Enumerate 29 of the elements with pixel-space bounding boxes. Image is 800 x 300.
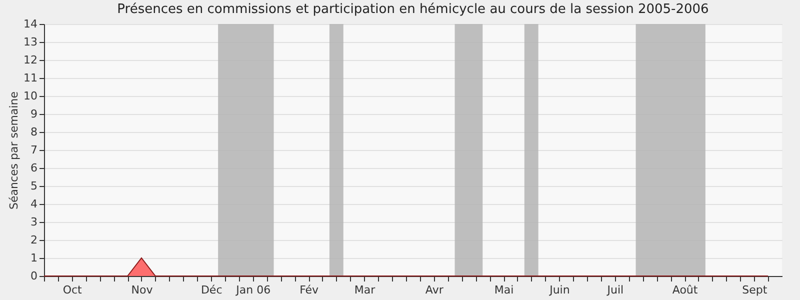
y-tick-label: 1 bbox=[30, 252, 38, 264]
y-tick-label: 9 bbox=[30, 108, 38, 120]
x-tick-label: Nov bbox=[131, 284, 154, 296]
y-tick-label: 7 bbox=[30, 144, 38, 156]
y-tick-label: 13 bbox=[24, 36, 38, 48]
x-tick-label: Mar bbox=[354, 284, 376, 296]
y-tick-label: 11 bbox=[24, 72, 38, 84]
y-axis-title: Séances par semaine bbox=[8, 91, 21, 210]
x-tick-label: Jan 06 bbox=[235, 284, 271, 296]
x-tick-label: Fév bbox=[300, 284, 320, 296]
x-tick-label: Août bbox=[672, 284, 698, 296]
y-tick-label: 5 bbox=[30, 180, 38, 192]
y-tick-label: 2 bbox=[30, 234, 38, 246]
x-tick-label: Mai bbox=[494, 284, 514, 296]
y-tick-label: 14 bbox=[24, 18, 38, 30]
y-tick-label: 4 bbox=[30, 198, 38, 210]
x-tick-label: Avr bbox=[425, 284, 444, 296]
chart-title: Présences en commissions et participation en hémicycle au cours de la session 2005-2006 bbox=[117, 2, 709, 17]
y-tick-label: 0 bbox=[30, 270, 38, 282]
x-tick-label: Oct bbox=[62, 284, 83, 296]
x-tick-label: Juin bbox=[548, 284, 570, 296]
y-tick-label: 6 bbox=[30, 162, 38, 174]
y-tick-label: 8 bbox=[30, 126, 38, 138]
y-tick-label: 12 bbox=[24, 54, 38, 66]
x-tick-label: Sept bbox=[742, 284, 768, 296]
x-tick-label: Déc bbox=[200, 284, 222, 296]
y-tick-label: 10 bbox=[24, 90, 38, 102]
y-tick-label: 3 bbox=[30, 216, 38, 228]
x-tick-label: Juil bbox=[606, 284, 624, 296]
